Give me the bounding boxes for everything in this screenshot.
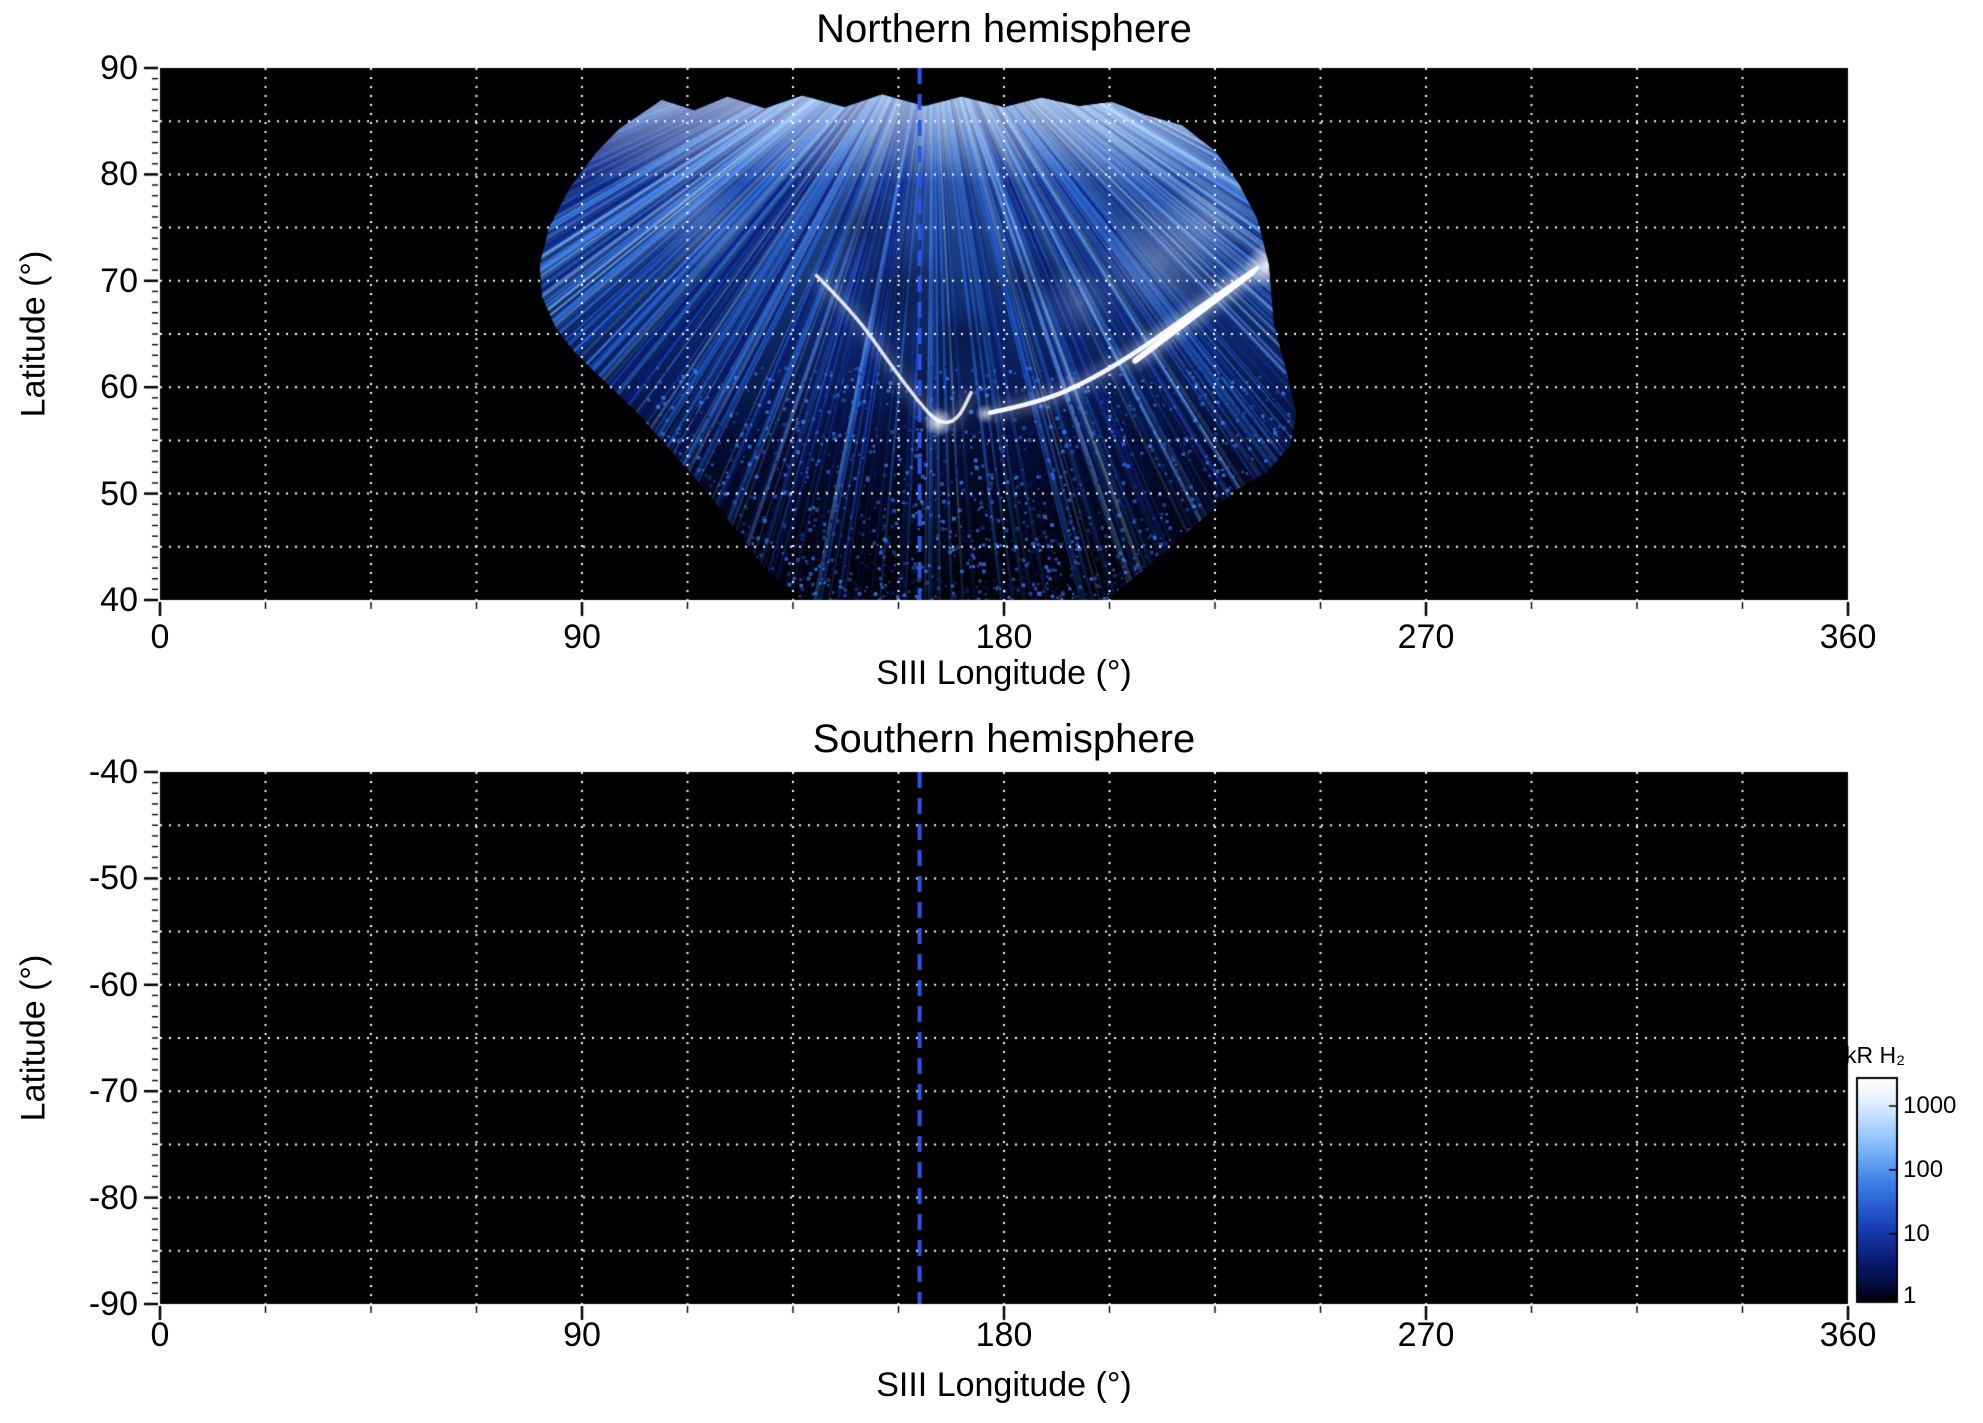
north-panel-title: Northern hemisphere [816,7,1192,51]
colorbar-tick-label: 1 [1903,1282,1917,1310]
y-tick-label: -40 [88,753,138,791]
south-panel-title: Southern hemisphere [812,717,1196,761]
colorbar-tick-label: 10 [1903,1219,1930,1247]
x-tick-label: 270 [1397,618,1455,656]
y-tick-label: -50 [88,859,138,898]
colorbar-title: kR H₂ [1845,1042,1906,1068]
x-tick-label: 180 [975,1316,1033,1354]
y-tick-label: 90 [100,49,138,87]
y-tick-label: 60 [100,368,138,407]
x-tick-label: 0 [150,1316,170,1354]
y-tick-label: 80 [100,155,138,194]
x-tick-label: 360 [1819,618,1877,656]
y-tick-label: -90 [88,1285,138,1323]
y-tick-label: 50 [100,474,138,513]
colorbar-tick-label: 100 [1903,1155,1944,1183]
x-tick-label: 270 [1397,1316,1455,1354]
y-tick-label: -80 [88,1178,138,1217]
north-x-axis-label: SIII Longitude (°) [876,654,1132,692]
y-tick-label: 70 [100,261,138,300]
x-tick-label: 0 [150,618,170,656]
x-tick-label: 90 [563,618,601,656]
y-tick-label: -60 [88,965,138,1004]
x-tick-label: 90 [563,1316,601,1354]
y-tick-label: -70 [88,1072,138,1111]
south-x-axis-label: SIII Longitude (°) [876,1366,1132,1404]
x-tick-label: 180 [975,618,1033,656]
x-tick-label: 360 [1819,1316,1877,1354]
colorbar-tick-label: 1000 [1903,1092,1957,1119]
y-tick-label: 40 [100,581,138,619]
